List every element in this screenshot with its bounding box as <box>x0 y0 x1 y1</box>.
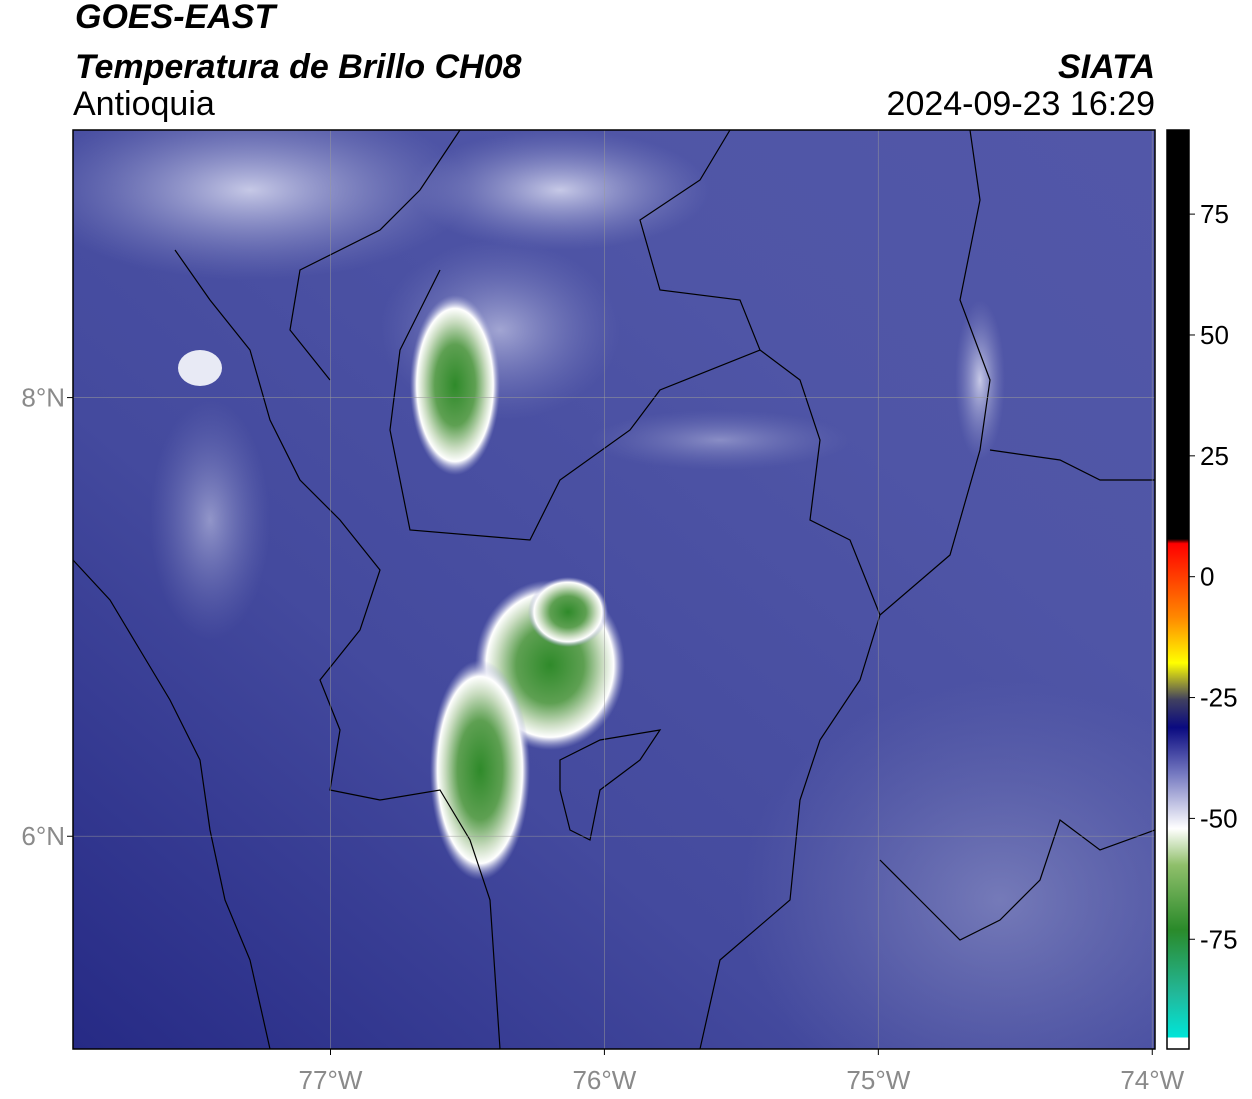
x-tick-label: 77°W <box>299 1065 363 1095</box>
colorbar <box>1166 129 1190 1050</box>
x-tick-label: 74°W <box>1120 1065 1184 1095</box>
timestamp: 2024-09-23 16:29 <box>887 85 1155 123</box>
y-tick-label: 8°N <box>21 383 65 413</box>
title: GOES-EAST <box>75 0 278 36</box>
map-image <box>73 130 1155 1049</box>
x-tick-label: 76°W <box>572 1065 636 1095</box>
colorbar-tick-label: -75 <box>1200 924 1238 954</box>
x-tick-label: 75°W <box>846 1065 910 1095</box>
colorbar-tick-label: 50 <box>1200 320 1229 350</box>
region: Antioquia <box>73 85 215 123</box>
colorbar-tick-label: -50 <box>1200 803 1238 833</box>
source: SIATA <box>1058 48 1155 86</box>
colorbar-tick-label: -25 <box>1200 683 1238 713</box>
subtitle: Temperatura de Brillo CH08 <box>75 48 522 86</box>
colorbar-tick-label: 25 <box>1200 441 1229 471</box>
map-frame <box>72 129 1156 1050</box>
y-tick-label: 6°N <box>21 821 65 851</box>
colorbar-tick-label: 0 <box>1200 562 1214 592</box>
colorbar-tick-label: 75 <box>1200 199 1229 229</box>
